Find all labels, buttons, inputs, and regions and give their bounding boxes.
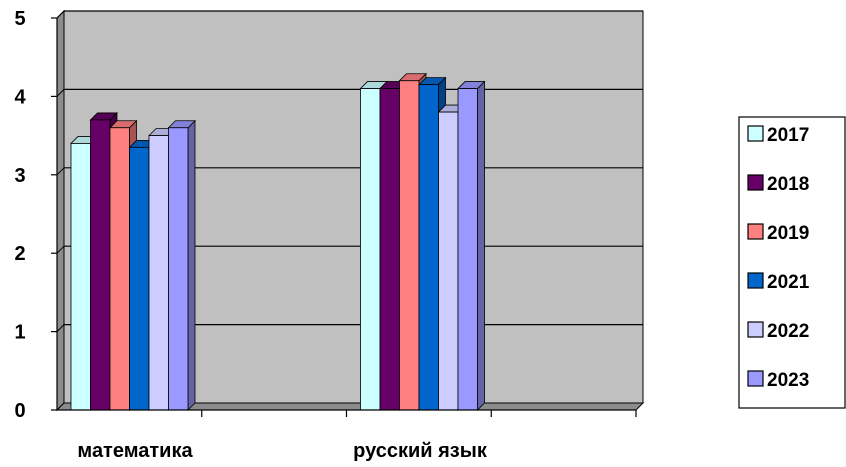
y-tick-label: 1: [14, 322, 25, 344]
legend-swatch: [747, 370, 764, 387]
legend-label: 2021: [767, 272, 810, 293]
gridline-side: [56, 324, 65, 332]
axes: 0 1 2 3 4 5 математика русский язык: [14, 8, 637, 462]
bar-front: [148, 135, 169, 411]
legend-item: 2023: [747, 370, 809, 391]
legend-swatch: [747, 223, 764, 240]
bar-side: [187, 119, 196, 411]
bar: [167, 119, 196, 411]
gridline-side: [56, 10, 65, 19]
bar-front: [379, 88, 400, 411]
y-tick-label: 3: [14, 165, 25, 187]
legend-label: 2019: [767, 223, 809, 244]
bar-front: [168, 127, 189, 411]
y-tick-label: 5: [14, 8, 25, 30]
gridline-side: [56, 245, 65, 254]
plot-side-wall: [56, 9, 65, 412]
bar-front: [457, 88, 478, 411]
bar-front: [129, 146, 150, 411]
y-tick-label: 0: [14, 400, 25, 422]
bar-front: [399, 80, 420, 411]
legend-item: 2017: [747, 125, 809, 146]
legend-swatch: [747, 125, 764, 142]
bar-front: [360, 88, 381, 411]
legend-box: [738, 116, 846, 409]
x-tick-label: русский язык: [353, 440, 488, 462]
legend-item: 2021: [747, 272, 810, 293]
bar-side: [477, 80, 485, 411]
legend-swatch: [747, 321, 764, 338]
bar-front: [418, 84, 439, 411]
legend-item: 2018: [747, 174, 809, 195]
y-tick-label: 4: [14, 86, 26, 108]
legend-label: 2023: [767, 370, 809, 391]
legend-label: 2018: [767, 174, 809, 195]
x-tick-label: математика: [77, 440, 193, 462]
legend-label: 2017: [767, 125, 809, 146]
legend-swatch: [747, 272, 764, 289]
bar-front: [438, 111, 459, 411]
legend: 2017 2018 2019 2021 2022 2023: [738, 116, 846, 409]
legend-swatch: [747, 174, 764, 191]
bar-front: [70, 143, 91, 411]
legend-item: 2022: [747, 321, 809, 342]
legend-label: 2022: [767, 321, 809, 342]
bar: [457, 80, 486, 411]
y-tick-label: 2: [14, 243, 25, 265]
legend-item: 2019: [747, 223, 809, 244]
bar-front: [109, 127, 130, 411]
gridline-side: [56, 89, 65, 97]
bar-front: [90, 119, 111, 411]
bars: [70, 72, 486, 411]
gridline-side: [56, 167, 65, 176]
